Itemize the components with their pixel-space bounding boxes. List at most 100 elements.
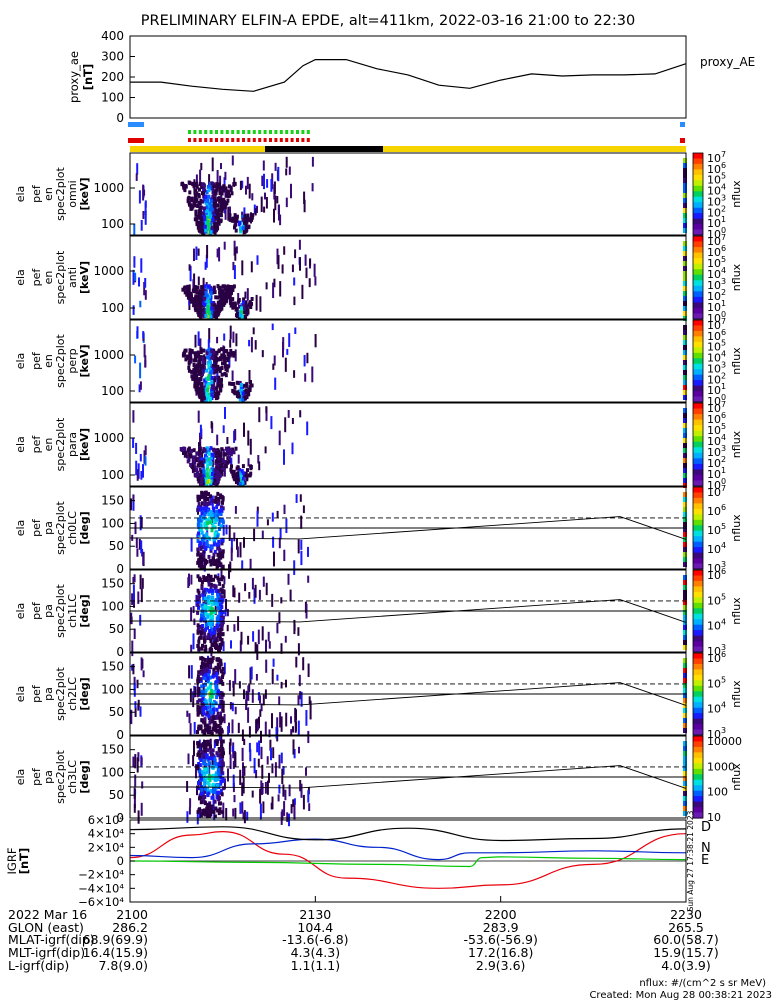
spectrogram-pixel — [241, 217, 245, 222]
spectrogram-pixel — [215, 227, 219, 231]
pitch-pixel — [200, 627, 204, 631]
spectrogram-pixel — [683, 718, 687, 723]
spectrogram-pixel — [298, 746, 300, 754]
spectrogram-pixel — [139, 574, 142, 590]
spectrogram-pixel — [256, 742, 259, 753]
colorbar-segment — [693, 508, 703, 513]
pitch-pixel — [212, 542, 216, 547]
spectrogram-pixel — [257, 455, 260, 464]
panel-ylabel-line: spec2plot — [54, 501, 67, 555]
pitch-pixel — [204, 751, 207, 756]
spectrogram-pixel — [260, 730, 262, 743]
pitch-pixel — [218, 622, 222, 627]
colorbar-segment — [693, 344, 703, 348]
spectrogram-pixel — [205, 472, 209, 477]
spectrogram-pixel — [683, 168, 687, 173]
spectrogram-pixel — [199, 432, 201, 443]
spectrogram-pixel — [683, 630, 687, 635]
colorbar-segment — [693, 382, 703, 387]
pitch-pixel — [207, 756, 211, 761]
spectrogram-pixel — [220, 447, 224, 452]
spectrogram-pixel — [233, 385, 237, 390]
spectrogram-pixel — [215, 208, 219, 213]
pitch-pixel — [213, 642, 217, 647]
pitch-pixel — [197, 563, 201, 568]
spectrogram-pixel — [244, 395, 247, 400]
colorbar-segment — [693, 624, 703, 628]
pitch-pixel — [214, 806, 218, 811]
spectrogram-pixel — [683, 241, 687, 246]
pitch-pixel — [196, 574, 200, 579]
spectrogram-pixel — [208, 174, 211, 186]
spectrogram-pixel — [215, 184, 219, 189]
spectrogram-pixel — [683, 673, 687, 678]
spectrogram-pixel — [204, 469, 208, 474]
colorbar-segment — [693, 249, 703, 254]
spectrogram-pixel — [297, 695, 300, 705]
spectrogram-tick-label: 1000 — [93, 348, 124, 362]
spectrogram-pixel — [222, 302, 226, 307]
spectrogram-pixel — [199, 350, 203, 355]
spectrogram-pixel — [192, 303, 196, 308]
spectrogram-pixel — [186, 811, 189, 823]
spectrogram-pixel — [290, 804, 293, 814]
pitch-pixel — [200, 580, 204, 585]
spectrogram-pixel — [217, 216, 220, 221]
spectrogram-pixel — [283, 246, 286, 255]
pitch-pixel — [196, 610, 200, 615]
spectrogram-pixel — [205, 368, 209, 373]
spectrogram-pixel — [199, 367, 203, 371]
colorbar-segment — [693, 591, 703, 596]
colorbar-segment — [693, 680, 703, 684]
spectrogram-pixel — [683, 458, 687, 463]
spectrogram-pixel — [278, 204, 280, 221]
spectrogram-pixel — [309, 258, 312, 266]
colorbar-segment — [693, 299, 703, 303]
spectrogram-pixel — [220, 462, 224, 467]
spectrogram-pixel — [225, 449, 229, 454]
spectrogram-pixel — [683, 301, 687, 306]
colorbar-segment — [693, 718, 703, 722]
spectrogram-pixel — [262, 576, 265, 587]
spectrogram-pixel — [208, 352, 212, 356]
pitch-pixel — [221, 506, 225, 511]
status-bar-red-mark — [279, 138, 283, 142]
pitch-tick-label: 100 — [101, 682, 124, 696]
colorbar-segment — [693, 174, 703, 179]
spectrogram-pixel — [257, 758, 260, 767]
spectrogram-pixel — [223, 241, 226, 250]
spectrogram-pixel — [199, 312, 203, 317]
spectrogram-pixel — [255, 719, 258, 734]
spectrogram-pixel — [279, 281, 282, 297]
spectrogram-pixel — [234, 706, 237, 715]
spectrogram-pixel — [223, 333, 226, 341]
pitch-pixel — [204, 506, 208, 511]
colorbar-segment — [693, 447, 703, 451]
spectrogram-pixel — [218, 473, 222, 478]
spectrogram-pixel — [223, 464, 226, 477]
pitch-pixel — [197, 706, 201, 711]
spectrogram-pixel — [214, 474, 218, 479]
spectrogram-pixel — [200, 463, 204, 468]
pitch-losscone-line — [130, 682, 687, 706]
colorbar-segment — [693, 525, 703, 529]
proxy-ae-ylabel: proxy_ae — [67, 51, 81, 103]
spectrogram-pixel — [216, 336, 219, 344]
spectrogram-pixel — [202, 466, 206, 471]
status-bar-green-mark — [209, 130, 213, 134]
pitch-pixel — [220, 729, 224, 734]
igrf-series-E — [129, 856, 687, 868]
colorbar-segment — [693, 575, 703, 579]
pitch-pixel — [207, 714, 211, 719]
pitch-pixel — [197, 502, 201, 507]
spectrogram-pixel — [202, 348, 206, 353]
spectrogram-pixel — [299, 494, 302, 502]
spectrogram-pixel — [212, 351, 216, 355]
pitch-pixel — [212, 536, 216, 541]
pitch-pixel — [198, 543, 202, 548]
pitch-pixel — [216, 513, 220, 518]
colorbar-segment — [693, 450, 703, 454]
pitch-pixel — [202, 502, 206, 507]
pitch-pixel — [199, 800, 203, 805]
colorbar-segment — [693, 414, 703, 418]
